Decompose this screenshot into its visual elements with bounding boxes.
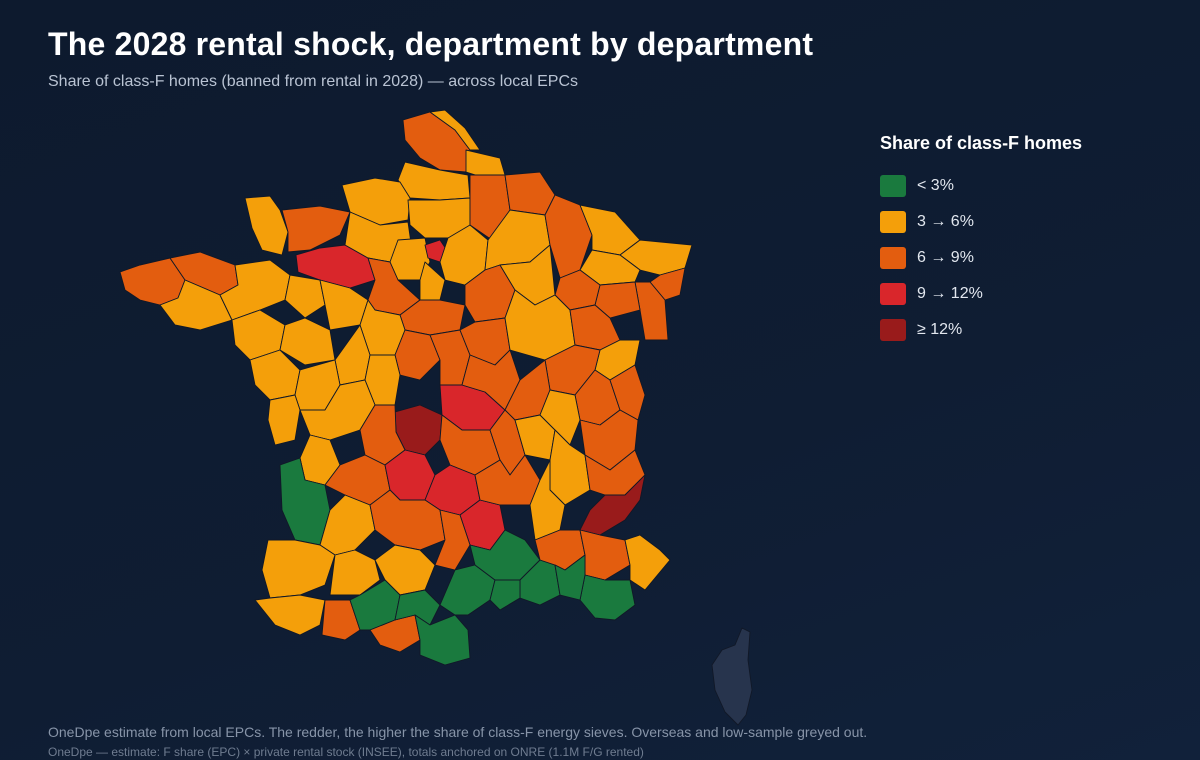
legend-item: 9 → 12% xyxy=(880,276,1082,312)
legend-label: 9 → 12% xyxy=(917,285,983,302)
legend-label: ≥ 12% xyxy=(917,321,963,338)
footer-note: OneDpe estimate from local EPCs. The red… xyxy=(48,724,868,740)
department-region[interactable] xyxy=(544,194,593,279)
department-region[interactable] xyxy=(402,111,471,173)
department-region[interactable] xyxy=(429,109,481,151)
department-region[interactable] xyxy=(284,274,326,319)
department-region[interactable] xyxy=(329,549,381,596)
department-region[interactable] xyxy=(609,364,646,421)
legend-item: 6 → 9% xyxy=(880,240,1082,276)
department-region[interactable] xyxy=(281,205,351,253)
legend-item: 3 → 6% xyxy=(880,204,1082,240)
legend-item: < 3% xyxy=(880,168,1082,204)
legend-item: ≥ 12% xyxy=(880,312,1082,348)
legend-swatch xyxy=(880,283,906,305)
department-region[interactable] xyxy=(624,534,671,591)
legend-label: < 3% xyxy=(917,177,954,194)
department-region[interactable] xyxy=(461,349,521,411)
department-region[interactable] xyxy=(254,594,326,636)
department-region[interactable] xyxy=(579,574,636,621)
legend-label: 3 → 6% xyxy=(917,213,974,230)
department-region[interactable] xyxy=(465,149,506,179)
map-title: The 2028 rental shock, department by dep… xyxy=(48,26,814,62)
department-region[interactable] xyxy=(267,394,301,446)
legend-swatch xyxy=(880,319,906,341)
map-subtitle: Share of class-F homes (banned from rent… xyxy=(48,73,579,90)
department-region[interactable] xyxy=(579,529,631,581)
department-region[interactable] xyxy=(554,554,586,601)
department-region[interactable] xyxy=(504,171,556,216)
legend-swatch xyxy=(880,247,906,269)
footer-source: OneDpe — estimate: F share (EPC) × priva… xyxy=(48,745,644,759)
map-legend: Share of class-F homes < 3% 3 → 6% 6 → 9… xyxy=(880,133,1082,348)
department-region[interactable] xyxy=(489,579,521,611)
department-region[interactable] xyxy=(529,459,566,541)
legend-swatch xyxy=(880,175,906,197)
department-region[interactable] xyxy=(244,195,289,256)
legend-title: Share of class-F homes xyxy=(880,133,1083,153)
legend-label: 6 → 9% xyxy=(917,249,974,266)
department-region[interactable] xyxy=(414,614,471,666)
legend-swatch xyxy=(880,211,906,233)
corsica-greyed[interactable] xyxy=(711,627,753,726)
department-region[interactable] xyxy=(261,539,336,599)
department-region[interactable] xyxy=(579,474,646,536)
department-region[interactable] xyxy=(321,599,361,641)
